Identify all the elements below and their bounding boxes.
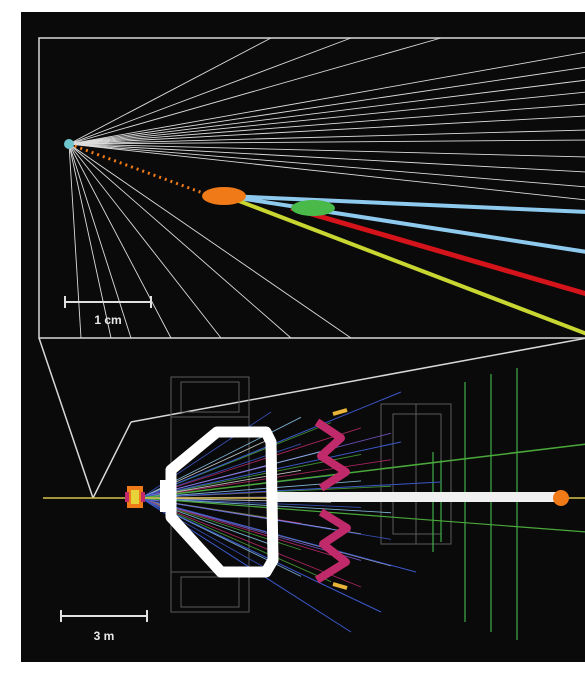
inset-track-line: [68, 143, 585, 173]
event-display-panel: 1 cm: [21, 12, 585, 662]
inset-track-line: [68, 79, 585, 145]
decay-path-dotted-line: [68, 142, 212, 198]
inset-scale-label: 1 cm: [94, 313, 121, 327]
inset-track-line: [68, 91, 585, 145]
main-scale-label: 3 m: [94, 629, 115, 643]
inset-track-line: [68, 143, 222, 339]
muon-chamber-cap-bottom: [332, 582, 348, 590]
vertex-zoom-inset: 1 cm: [38, 37, 585, 339]
inset-track-line: [68, 143, 132, 339]
detector-view: 3 m: [43, 368, 585, 643]
track-light-blue-1: [225, 194, 585, 214]
calorimeter-stations: [432, 368, 518, 640]
inset-track-line: [68, 143, 585, 188]
inset-scale-bar: 1 cm: [64, 296, 152, 327]
particle-spray-lines: [140, 391, 442, 633]
spray-track-line: [140, 497, 392, 540]
inset-track-line: [68, 37, 442, 145]
inset-track-line: [68, 51, 585, 145]
inset-track-line: [68, 143, 352, 339]
muon-chamber-cap-top: [332, 408, 348, 416]
track-yellow-green: [225, 194, 585, 336]
spray-track-line: [140, 497, 392, 514]
track-light-blue-2: [225, 194, 585, 254]
spray-track-line: [140, 497, 382, 613]
displaced-vertex-orange: [202, 187, 246, 205]
event-display-svg: 1 cm: [38, 37, 585, 643]
inset-track-line: [68, 103, 585, 145]
inset-track-line: [68, 37, 352, 145]
spray-track-line: [140, 497, 362, 508]
main-scale-bar: 3 m: [60, 610, 148, 643]
inset-track-line: [68, 143, 112, 339]
dipole-magnet: [165, 426, 279, 578]
inset-track-line: [68, 143, 585, 158]
long-track-green-1: [140, 443, 585, 499]
inset-frame: [38, 37, 585, 339]
inset-track-line: [68, 143, 292, 339]
inset-track-line: [68, 143, 585, 201]
inset-white-tracks: [68, 37, 585, 339]
spray-track-line: [140, 481, 442, 499]
inset-track-line: [68, 129, 585, 145]
inset-track-line: [68, 139, 585, 145]
vertex-locator: [125, 486, 145, 508]
spray-track-line: [140, 497, 417, 573]
beam-pipe-downstream: [271, 492, 561, 502]
long-track-green-2: [140, 497, 585, 533]
zoom-connector-lines: [38, 337, 585, 499]
spray-track-line: [140, 459, 392, 499]
spray-track-line: [140, 427, 362, 499]
secondary-vertex-green: [291, 200, 335, 216]
inset-track-line: [68, 115, 585, 145]
primary-vertex: [64, 139, 74, 149]
inset-track-line: [68, 37, 272, 145]
inset-track-line: [68, 66, 585, 145]
far-detector-hit: [553, 490, 569, 506]
track-red: [290, 205, 585, 297]
inset-track-line: [68, 143, 82, 339]
inset-track-line: [68, 143, 172, 339]
muon-chambers: [314, 418, 351, 584]
